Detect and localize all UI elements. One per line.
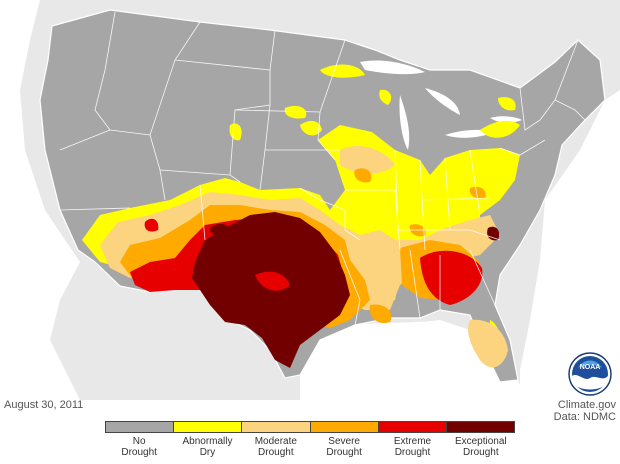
legend-label: Moderate Drought <box>254 436 297 458</box>
legend-label: Severe Drought <box>326 436 362 458</box>
credit-data: Data: NDMC <box>553 411 616 423</box>
drought-map <box>0 0 620 400</box>
legend-labels: No Drought Abnormally Dry Moderate Drought… <box>105 436 515 458</box>
legend-swatch <box>377 422 446 432</box>
legend-label: Extreme Drought <box>393 436 432 458</box>
legend-swatch <box>173 422 242 432</box>
credit-source: Climate.gov <box>557 399 616 411</box>
map-date: August 30, 2011 <box>4 399 84 411</box>
noaa-logo-text: NOAA <box>580 364 601 371</box>
drought-areas <box>82 64 520 368</box>
state-borders <box>59 11 586 326</box>
legend-label: Abnormally Dry <box>182 436 233 458</box>
credit-block: Climate.gov Data: NDMC <box>554 399 616 423</box>
legend-swatch <box>241 422 310 432</box>
legend-bar <box>105 421 515 433</box>
legend-swatch <box>309 422 378 432</box>
legend: No Drought Abnormally Dry Moderate Drought… <box>105 421 515 461</box>
legend-swatch <box>106 422 174 432</box>
noaa-logo-icon: NOAA <box>568 352 612 396</box>
legend-swatch <box>445 422 515 432</box>
legend-label: Exceptional Drought <box>454 436 507 458</box>
legend-label: No Drought <box>121 436 157 458</box>
